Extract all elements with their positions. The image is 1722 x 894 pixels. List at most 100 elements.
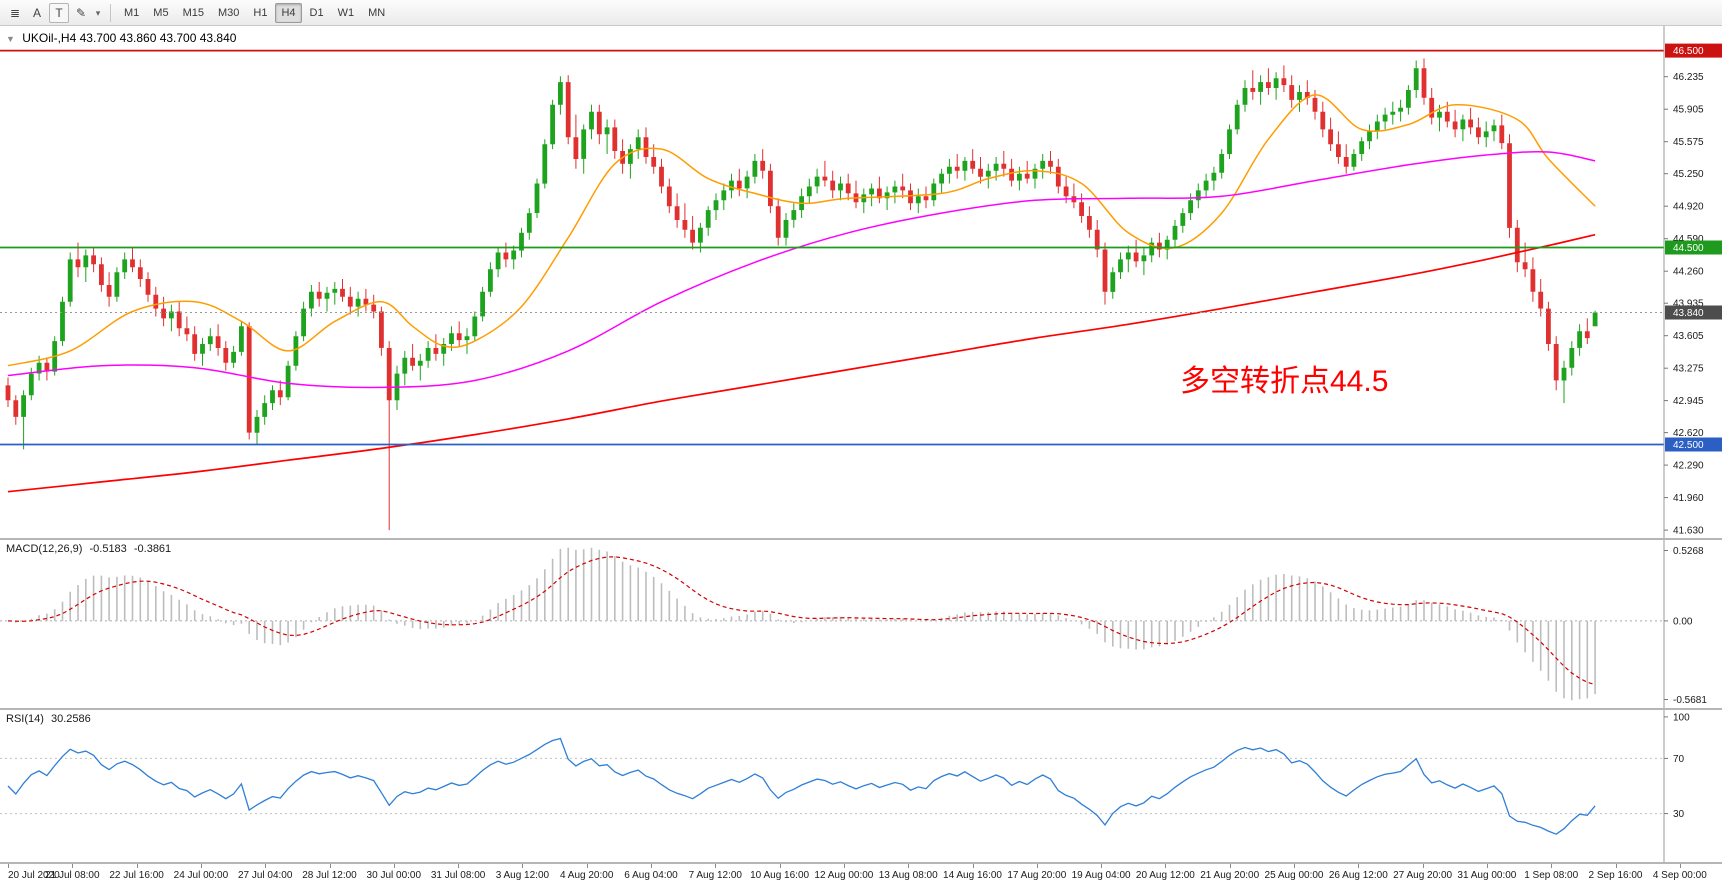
text-tool-button[interactable]: T: [49, 2, 69, 23]
time-axis-tick: [1486, 864, 1488, 868]
time-axis-label: 14 Aug 16:00: [943, 870, 1002, 881]
timeframe-button-mn[interactable]: MN: [362, 3, 391, 23]
timeframe-button-m5[interactable]: M5: [147, 3, 174, 23]
rsi-chart[interactable]: 100 70 30: [0, 710, 1722, 862]
timeframe-button-h4[interactable]: H4: [275, 2, 302, 23]
chart-ohlc-values: 43.700 43.860 43.700 43.840: [79, 31, 237, 45]
bid-price-flag-label: 43.840: [1673, 308, 1704, 319]
price-tick-label: 42.620: [1673, 428, 1704, 439]
time-axis-label: 6 Aug 04:00: [624, 870, 678, 881]
time-axis-tick: [1036, 864, 1038, 868]
time-axis-label: 22 Jul 16:00: [109, 870, 164, 881]
time-axis-tick: [715, 864, 717, 868]
chart-list-icon[interactable]: ≣: [5, 3, 25, 23]
time-axis-label: 10 Aug 16:00: [750, 870, 810, 881]
time-axis-label: 19 Aug 04:00: [1071, 870, 1131, 881]
time-axis-label: 26 Aug 12:00: [1328, 870, 1388, 881]
time-axis-label: 20 Aug 12:00: [1135, 870, 1195, 881]
panel-separator[interactable]: [0, 862, 1722, 864]
time-axis-tick: [1679, 864, 1681, 868]
price-tick-label: 41.960: [1673, 493, 1704, 504]
time-axis-tick: [1165, 864, 1167, 868]
time-axis-label: 7 Aug 12:00: [688, 870, 742, 881]
rsi-axis-label: 30: [1673, 809, 1685, 820]
time-axis-tick: [1358, 864, 1360, 868]
price-tick-label: 45.250: [1673, 169, 1704, 180]
timeframe-button-w1[interactable]: W1: [332, 3, 361, 23]
main-chart-panel[interactable]: 46.235 45.905 45.575 45.250 44.920 44.590 44.2…: [0, 26, 1722, 538]
timeframe-button-m1[interactable]: M1: [118, 3, 145, 23]
macd-value-main: -0.5183: [89, 543, 127, 555]
rsi-line: [7, 737, 1596, 835]
macd-axis-label: 0.5268: [1673, 546, 1704, 557]
time-axis-label: 31 Aug 00:00: [1457, 870, 1517, 881]
time-axis-label: 28 Jul 12:00: [302, 870, 357, 881]
hline-price-flag: [1665, 240, 1722, 255]
time-axis-label: 24 Jul 00:00: [173, 870, 229, 881]
time-axis-label: 12 Aug 00:00: [814, 870, 874, 881]
chart-annotation[interactable]: 多空转折点44.5: [1180, 365, 1389, 398]
time-axis-label: 13 Aug 08:00: [878, 870, 938, 881]
time-axis-tick: [586, 864, 588, 868]
time-axis-label: 21 Aug 20:00: [1200, 870, 1260, 881]
timeframe-button-h1[interactable]: H1: [247, 3, 273, 23]
price-tick-label: 43.275: [1673, 364, 1704, 375]
candlestick-chart[interactable]: 46.235 45.905 45.575 45.250 44.920 44.590 44.2…: [0, 26, 1722, 538]
timeframe-group: M1 M5 M15 M30 H1 H4 D1 W1 MN: [118, 2, 391, 23]
macd-panel[interactable]: 0.5268 0.00 -0.5681 MACD(12,26,9) -0.5183 …: [0, 540, 1722, 708]
toolbar-separator: [110, 3, 111, 22]
time-axis-tick: [972, 864, 974, 868]
time-axis-tick: [458, 864, 460, 868]
rsi-name: RSI(14): [6, 713, 44, 725]
macd-chart[interactable]: 0.5268 0.00 -0.5681: [0, 540, 1722, 708]
time-axis-label: 25 Aug 00:00: [1264, 870, 1324, 881]
time-axis-label: 2 Sep 16:00: [1588, 870, 1643, 881]
hline-price-flag-label: 42.500: [1673, 440, 1704, 451]
time-axis-tick: [1615, 864, 1617, 868]
time-axis-label: 3 Aug 12:00: [495, 870, 550, 881]
price-tick-label: 42.945: [1673, 396, 1704, 407]
chart-symbol-period: UKOil-,H4: [22, 31, 77, 45]
time-axis-tick: [1422, 864, 1424, 868]
time-axis-tick: [843, 864, 845, 868]
panel-separator[interactable]: [0, 538, 1722, 540]
macd-axis-label: -0.5681: [1673, 695, 1707, 706]
time-axis-tick: [329, 864, 331, 868]
time-axis[interactable]: 20 Jul 2020 21 Jul 08:00 22 Jul 16:00 24 Ju…: [0, 864, 1722, 894]
timeframe-button-d1[interactable]: D1: [304, 3, 330, 23]
macd-label: MACD(12,26,9) -0.5183 -0.3861: [6, 543, 175, 555]
rsi-axis-label: 100: [1673, 712, 1690, 723]
time-axis-tick: [136, 864, 138, 868]
time-axis-tick: [522, 864, 524, 868]
time-axis-label: 4 Aug 20:00: [559, 870, 614, 881]
time-axis-label: 30 Jul 00:00: [366, 870, 422, 881]
draw-tool-button[interactable]: ✎: [71, 3, 91, 23]
toolbar-left-tools: ≣ A T ✎ ▾: [5, 2, 103, 23]
time-axis-label: 27 Jul 04:00: [237, 870, 293, 881]
ma-fast-line: [7, 94, 1596, 367]
panel-separator[interactable]: [0, 708, 1722, 710]
price-tick-label: 42.290: [1673, 461, 1704, 472]
draw-tool-caret-icon[interactable]: ▾: [93, 3, 103, 23]
price-tick-label: 44.920: [1673, 202, 1704, 213]
rsi-axis-label: 70: [1673, 754, 1685, 765]
price-tick-label: 44.260: [1673, 267, 1704, 278]
price-tick-label: 41.630: [1673, 526, 1704, 537]
hline-price-flag: [1665, 437, 1722, 452]
time-axis-tick: [1551, 864, 1553, 868]
time-axis-tick: [72, 864, 74, 868]
time-axis-label: 17 Aug 20:00: [1007, 870, 1067, 881]
ma-mid-line: [7, 151, 1596, 389]
price-tick-label: 46.235: [1673, 72, 1704, 83]
cursor-tool-button[interactable]: A: [27, 3, 47, 23]
rsi-label: RSI(14) 30.2586: [6, 713, 95, 725]
price-tick-label: 45.575: [1673, 137, 1704, 148]
timeframe-button-m15[interactable]: M15: [177, 3, 210, 23]
one-click-trading-icon[interactable]: ▼: [6, 34, 15, 44]
timeframe-button-m30[interactable]: M30: [212, 3, 245, 23]
price-tick-label: 43.605: [1673, 331, 1704, 342]
time-axis-label: 31 Jul 08:00: [430, 870, 486, 881]
price-tick-label: 43.935: [1673, 299, 1704, 310]
rsi-panel[interactable]: 100 70 30 RSI(14) 30.2586: [0, 710, 1722, 862]
